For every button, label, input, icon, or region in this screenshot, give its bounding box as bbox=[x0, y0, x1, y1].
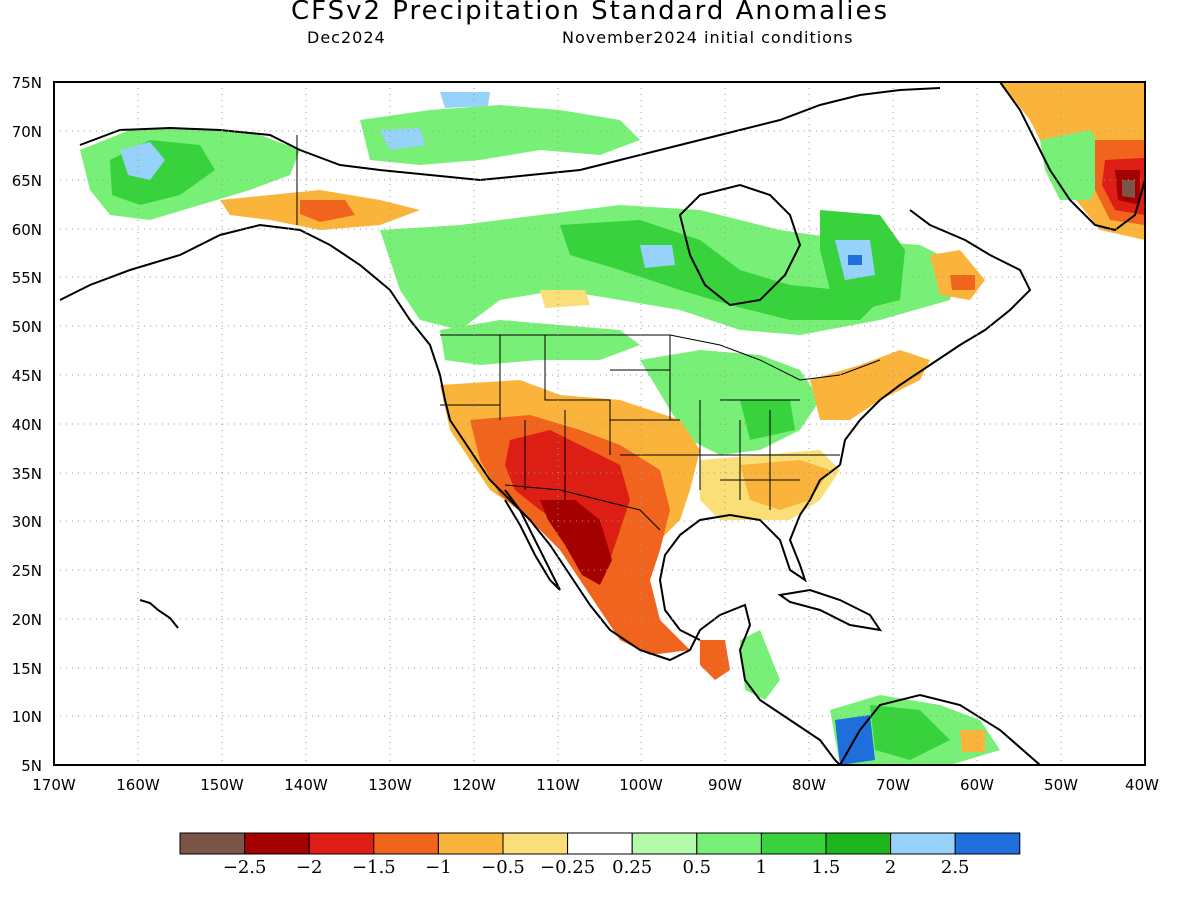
shade-pnw-green bbox=[440, 320, 640, 365]
us-mexico-border bbox=[504, 484, 661, 531]
gulf-coast bbox=[658, 464, 841, 641]
colorbar-swatch bbox=[244, 832, 310, 855]
shade-alaska-blue bbox=[120, 142, 165, 180]
colorbar-swatch bbox=[631, 832, 698, 855]
lon-label-50w: 50W bbox=[1044, 776, 1078, 794]
lon-label-120w: 120W bbox=[452, 776, 496, 794]
lat-label-50n: 50N bbox=[12, 318, 42, 336]
east-coast bbox=[839, 209, 1032, 466]
colorbar-swatch bbox=[890, 832, 956, 855]
hawaii bbox=[139, 599, 179, 629]
colorbar-label: −1.5 bbox=[352, 857, 396, 878]
lon-label-110w: 110W bbox=[536, 776, 580, 794]
lon-label-60w: 60W bbox=[960, 776, 994, 794]
shade-arctic-blue2 bbox=[440, 92, 490, 108]
cuba bbox=[777, 588, 883, 632]
arctic-coast bbox=[79, 87, 941, 182]
lon-label-70w: 70W bbox=[876, 776, 910, 794]
colorbar-label: −0.5 bbox=[481, 857, 525, 878]
colorbar-swatch bbox=[696, 832, 762, 855]
state-lines-west bbox=[440, 335, 700, 500]
lat-label-45n: 45N bbox=[12, 367, 42, 385]
lon-label-80w: 80W bbox=[792, 776, 826, 794]
lon-label-150w: 150W bbox=[200, 776, 244, 794]
shade-northeast-orange bbox=[810, 350, 930, 420]
colorbar: −2.5 −2 −1.5 −1 −0.5 −0.25 0.25 0.5 1 1.5 2 2.5 bbox=[179, 832, 1021, 878]
colorbar-swatch bbox=[954, 832, 1021, 855]
colorbar-swatch bbox=[373, 832, 439, 855]
colorbar-swatch bbox=[179, 832, 246, 855]
lon-label-140w: 140W bbox=[284, 776, 328, 794]
lon-label-100w: 100W bbox=[619, 776, 663, 794]
colorbar-label: 0.5 bbox=[682, 857, 711, 878]
south-america-coast bbox=[839, 693, 1041, 765]
map-frame bbox=[53, 81, 1146, 766]
baja bbox=[504, 489, 561, 591]
lat-label-20n: 20N bbox=[12, 611, 42, 629]
shade-sa-orange bbox=[960, 730, 985, 752]
lon-label-160w: 160W bbox=[116, 776, 160, 794]
greenland-coast bbox=[999, 82, 1145, 232]
lat-label-40n: 40N bbox=[12, 416, 42, 434]
shade-yukon-dark bbox=[300, 200, 355, 222]
map-title: CFSv2 Precipitation Standard Anomalies bbox=[290, 0, 890, 26]
colorbar-label: −2.5 bbox=[223, 857, 267, 878]
lat-label-75n: 75N bbox=[12, 74, 42, 92]
lat-label-65n: 65N bbox=[12, 172, 42, 190]
colorbar-swatches bbox=[179, 832, 1021, 855]
lat-label-25n: 25N bbox=[12, 562, 42, 580]
lon-label-130w: 130W bbox=[368, 776, 412, 794]
colorbar-label: −2 bbox=[296, 857, 323, 878]
state-lines-east bbox=[669, 335, 840, 510]
lat-label-5n: 5N bbox=[21, 757, 42, 775]
shade-centam-green bbox=[740, 630, 780, 700]
longitude-axis: 170W 160W 150W 140W 130W 120W 110W 100W … bbox=[32, 776, 1159, 794]
colorbar-label: 2 bbox=[885, 857, 896, 878]
lat-label-10n: 10N bbox=[12, 708, 42, 726]
shade-arctic-green bbox=[360, 105, 640, 165]
lat-label-30n: 30N bbox=[12, 513, 42, 531]
colorbar-label: 1.5 bbox=[812, 857, 841, 878]
forecast-month: Dec2024 bbox=[307, 28, 386, 47]
shade-quebec-darkblue bbox=[848, 255, 862, 265]
lon-label-90w: 90W bbox=[708, 776, 742, 794]
shade-hudson-blue bbox=[640, 245, 675, 268]
colorbar-swatch bbox=[825, 832, 892, 855]
colorbar-label: 1 bbox=[756, 857, 767, 878]
lat-label-15n: 15N bbox=[12, 660, 42, 678]
colorbar-swatch bbox=[502, 832, 569, 855]
colorbar-swatch bbox=[308, 832, 375, 855]
colorbar-label: 2.5 bbox=[941, 857, 970, 878]
lat-label-55n: 55N bbox=[12, 269, 42, 287]
colorbar-swatch bbox=[567, 832, 633, 855]
shade-greenland-brown bbox=[1122, 180, 1135, 198]
initial-conditions: November2024 initial conditions bbox=[562, 28, 854, 47]
lat-label-60n: 60N bbox=[12, 221, 42, 239]
shade-labrador-dark bbox=[950, 275, 975, 290]
colorbar-label: −1 bbox=[425, 857, 452, 878]
colorbar-labels: −2.5 −2 −1.5 −1 −0.5 −0.25 0.25 0.5 1 1.5 2 2.5 bbox=[223, 857, 970, 878]
lat-label-35n: 35N bbox=[12, 465, 42, 483]
shade-arctic-blue1 bbox=[380, 128, 425, 150]
north-america-outline bbox=[59, 223, 841, 765]
lat-label-70n: 70N bbox=[12, 123, 42, 141]
hudson-bay bbox=[678, 183, 802, 307]
shade-plains-yellow bbox=[540, 290, 590, 308]
colorbar-swatch bbox=[760, 832, 827, 855]
latitude-axis: 75N 70N 65N 60N 55N 50N 45N 40N 35N 30N … bbox=[12, 74, 42, 775]
shade-sa-darkgreen bbox=[870, 705, 950, 760]
colorbar-swatch bbox=[437, 832, 504, 855]
shade-ohio-darkgreen bbox=[740, 400, 795, 440]
land-outlines bbox=[59, 82, 1145, 765]
lon-label-170w: 170W bbox=[32, 776, 76, 794]
colorbar-label: −0.25 bbox=[540, 857, 595, 878]
colorbar-label: 0.25 bbox=[612, 857, 652, 878]
shade-centam-orange bbox=[700, 640, 730, 680]
lon-label-40w: 40W bbox=[1125, 776, 1159, 794]
